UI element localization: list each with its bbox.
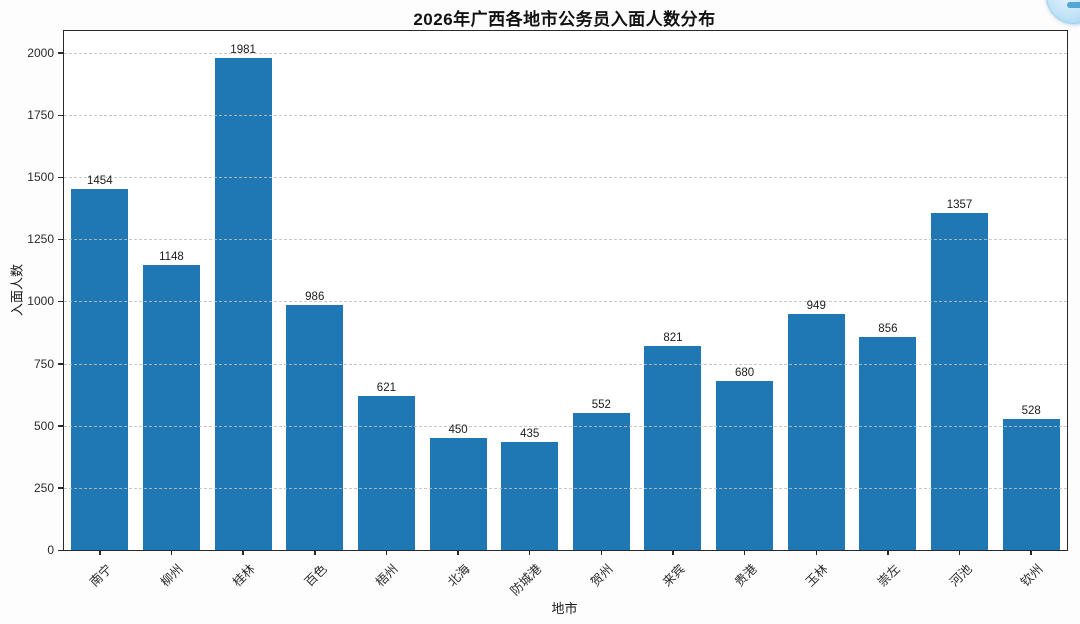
bar-value-label: 949 — [806, 300, 826, 313]
bar — [1002, 418, 1060, 550]
y-tick-mark — [57, 425, 63, 427]
bar-value-label: 1981 — [230, 43, 256, 56]
bar — [572, 412, 630, 550]
bar — [357, 395, 415, 550]
y-tick-mark — [57, 52, 63, 54]
x-tick-label: 南宁 — [86, 561, 115, 590]
bar-value-label: 856 — [878, 323, 898, 336]
x-tick-label: 梧州 — [373, 561, 402, 590]
gridline — [64, 52, 1067, 54]
y-tick-mark — [57, 300, 63, 303]
bar-value-label: 528 — [1021, 404, 1041, 417]
bar-value-label: 450 — [448, 424, 468, 437]
chart-title: 2026年广西各地市公务员入面人数分布 — [413, 10, 716, 29]
x-axis-label: 地市 — [551, 601, 578, 616]
bar — [644, 345, 702, 550]
x-tick-mark — [958, 550, 961, 555]
y-tick-label: 1500 — [27, 170, 54, 185]
x-tick-label: 柳州 — [158, 561, 187, 590]
bar-value-label: 1148 — [159, 250, 184, 263]
x-tick-mark — [314, 550, 316, 555]
x-tick-mark — [385, 550, 388, 555]
y-tick-mark — [57, 549, 63, 551]
x-tick-mark — [600, 550, 603, 555]
y-tick-label: 0 — [47, 543, 54, 557]
bar — [286, 304, 344, 550]
x-tick-mark — [242, 550, 244, 555]
x-tick-mark — [815, 550, 817, 555]
y-tick-mark — [57, 487, 63, 489]
x-tick-label: 北海 — [445, 561, 473, 590]
bar — [787, 314, 845, 550]
y-tick-label: 500 — [33, 418, 54, 433]
bar — [859, 337, 917, 550]
y-tick-mark — [57, 363, 63, 365]
bar-value-label: 1357 — [946, 198, 973, 211]
bar — [931, 212, 989, 550]
y-tick-mark — [57, 176, 63, 179]
bar-value-label: 621 — [376, 381, 396, 394]
bar — [214, 57, 272, 550]
bar-value-label: 1454 — [87, 174, 113, 187]
bar — [429, 438, 487, 550]
bar-value-label: 986 — [305, 290, 325, 303]
bar-value-label: 821 — [663, 331, 683, 344]
y-tick-label: 2000 — [27, 45, 54, 60]
x-tick-label: 贺州 — [588, 561, 617, 590]
bar-value-label: 680 — [735, 366, 755, 379]
x-tick-mark — [528, 550, 531, 555]
x-tick-label: 桂林 — [230, 561, 258, 590]
x-tick-label: 来宾 — [660, 561, 688, 590]
x-tick-mark — [887, 550, 889, 555]
bar — [71, 188, 129, 550]
y-tick-label: 250 — [33, 480, 54, 495]
bar-value-label: 435 — [520, 427, 540, 440]
x-tick-mark — [170, 550, 173, 555]
plot-area: 0 250 500 750 1000 1250 1500 1750 2000 1454 南宁 1148… — [27, 30, 1068, 598]
bubble-accent-shape — [1067, 2, 1080, 8]
x-tick-mark — [1030, 550, 1032, 555]
y-tick-label: 1750 — [27, 108, 54, 122]
y-tick-label: 1000 — [27, 294, 54, 309]
x-tick-label: 贵港 — [731, 561, 760, 590]
x-tick-mark — [672, 550, 674, 555]
x-tick-label: 玉林 — [803, 561, 831, 590]
x-tick-label: 河池 — [946, 561, 975, 590]
y-tick-label: 750 — [33, 356, 54, 371]
y-tick-label: 1250 — [27, 232, 54, 247]
y-tick-mark — [57, 238, 63, 241]
x-tick-label: 防城港 — [507, 561, 545, 599]
bar — [716, 380, 774, 550]
x-tick-label: 百色 — [301, 561, 330, 590]
x-tick-label: 钦州 — [1018, 561, 1046, 590]
y-axis-label: 入面人数 — [9, 263, 25, 317]
x-tick-mark — [457, 550, 459, 555]
bar — [142, 264, 200, 550]
y-tick-mark — [57, 114, 63, 116]
bar-value-label: 552 — [591, 398, 611, 411]
x-tick-mark — [743, 550, 746, 555]
bar — [501, 441, 559, 550]
x-tick-label: 崇左 — [875, 561, 903, 590]
x-tick-mark — [99, 550, 101, 555]
